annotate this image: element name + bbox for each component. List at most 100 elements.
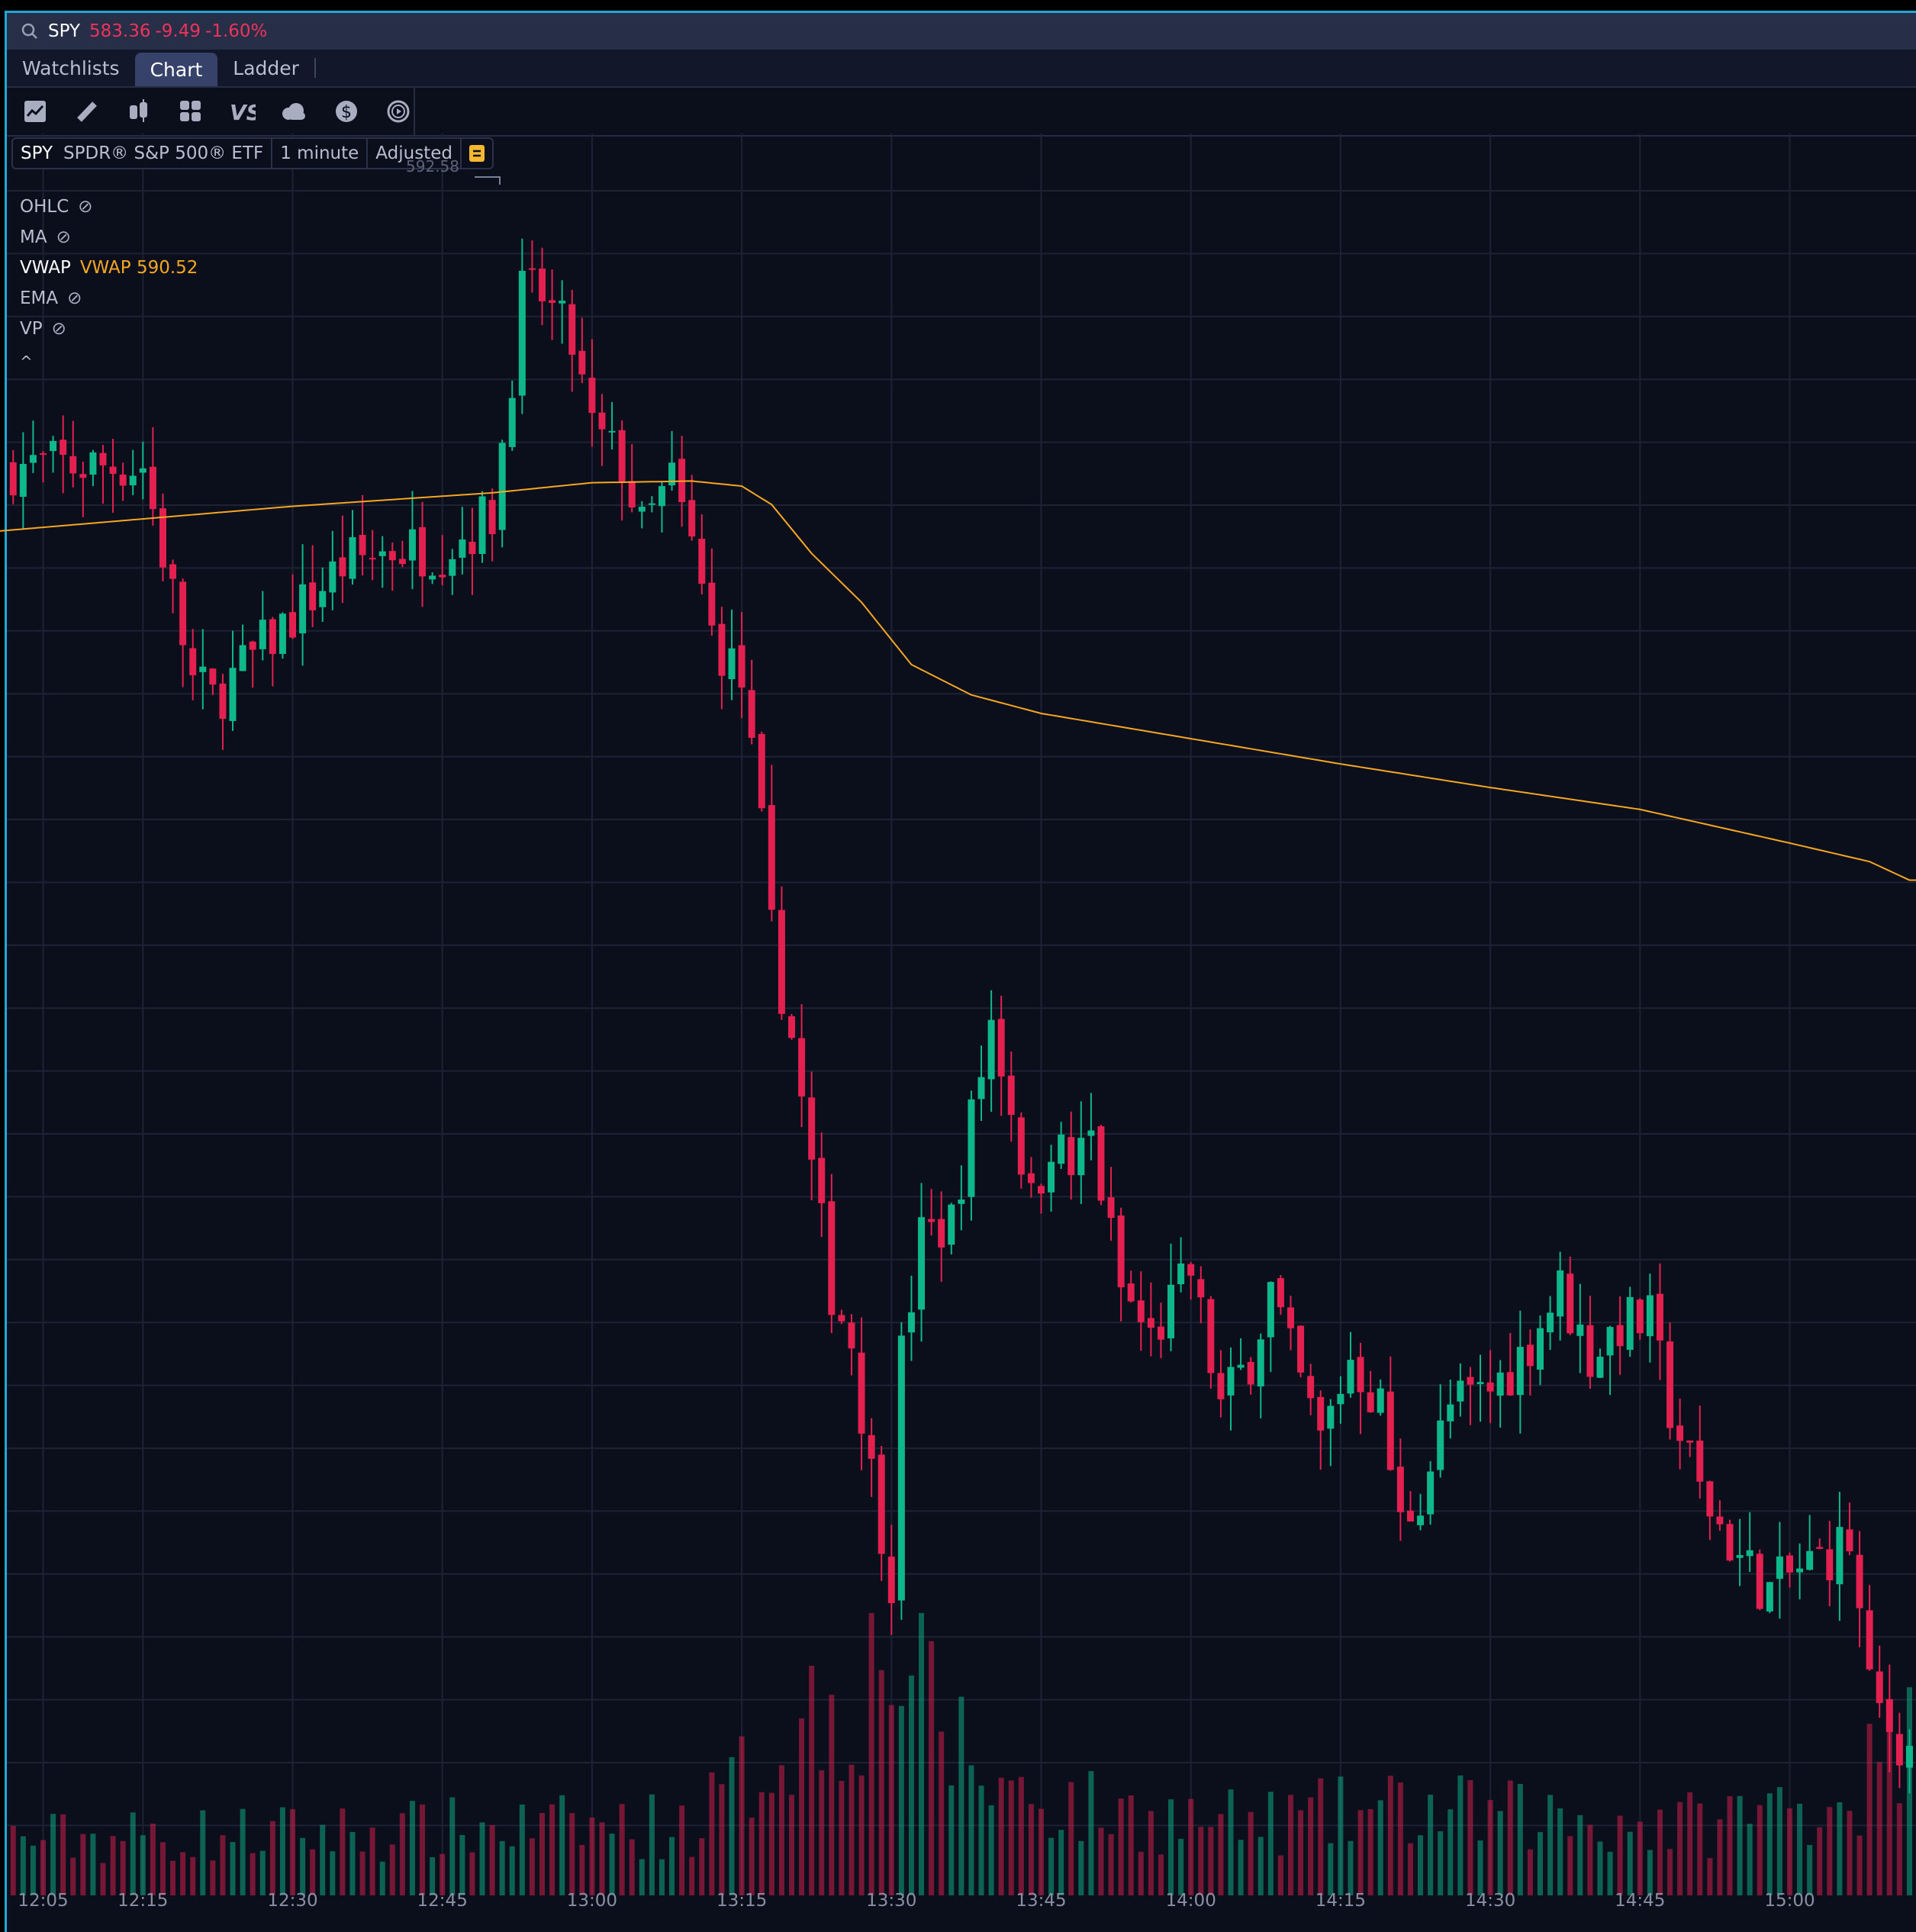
candle-body: [708, 582, 716, 626]
candles-icon[interactable]: [126, 98, 152, 124]
x-tick-label: 15:00: [1764, 1891, 1815, 1911]
indicator-vp[interactable]: VP ⊘: [20, 319, 66, 339]
indicator-ma[interactable]: MA ⊘: [20, 227, 71, 247]
candle-body: [1197, 1279, 1205, 1298]
tab-ladder[interactable]: Ladder: [233, 56, 299, 79]
indicator-ohlc[interactable]: OHLC ⊘: [20, 197, 93, 217]
candle-body: [698, 539, 706, 584]
info-adjustment[interactable]: Adjusted: [368, 139, 462, 168]
candle-body: [1237, 1364, 1245, 1368]
eye-slash-icon[interactable]: ⊘: [78, 197, 93, 217]
candle-body: [1557, 1270, 1564, 1317]
volume-bar: [919, 1613, 925, 1895]
volume-bar: [159, 1842, 166, 1895]
volume-bar: [1697, 1803, 1703, 1895]
volume-bar: [259, 1850, 266, 1895]
volume-bar: [170, 1860, 176, 1895]
volume-bar: [839, 1780, 845, 1895]
replay-icon[interactable]: [385, 98, 411, 124]
volume-bar: [1068, 1782, 1074, 1895]
volume-bar: [1597, 1841, 1603, 1895]
candle-body: [1746, 1550, 1753, 1557]
candle-body: [1187, 1264, 1195, 1276]
svg-text:VS: VS: [230, 100, 256, 123]
candle-body: [1117, 1215, 1125, 1288]
volume-bar: [878, 1670, 884, 1895]
volume-bar: [150, 1823, 156, 1895]
volume-bar: [340, 1808, 346, 1895]
chart-info-bar[interactable]: SPY SPDR® S&P 500® ETF 1 minute Adjusted: [11, 137, 494, 169]
candle-body: [868, 1435, 875, 1459]
candle-body: [79, 474, 87, 478]
candle-body: [1157, 1326, 1164, 1340]
candle-body: [897, 1335, 905, 1601]
volume-bar: [30, 1845, 36, 1895]
session-high-label: 592.58: [406, 157, 459, 175]
volume-bar: [290, 1809, 295, 1895]
candle-body: [1486, 1382, 1494, 1392]
volume-bar: [1048, 1837, 1055, 1895]
candle-body: [968, 1099, 975, 1197]
volume-bar: [1008, 1780, 1014, 1895]
candle-body: [1646, 1295, 1654, 1337]
candle-body: [449, 559, 456, 576]
x-tick-label: 12:45: [417, 1891, 468, 1911]
volume-bar: [190, 1856, 196, 1895]
tab-chart[interactable]: Chart: [134, 53, 218, 86]
collapse-indicators-chevron-icon[interactable]: ^: [20, 353, 33, 371]
candle-body: [828, 1201, 836, 1315]
candle-body: [608, 430, 616, 433]
tab-watchlists[interactable]: Watchlists: [22, 56, 120, 79]
candle-body: [788, 1016, 795, 1038]
volume-bar: [1856, 1835, 1863, 1895]
x-tick-label: 13:30: [866, 1891, 917, 1911]
symbol-header[interactable]: SPY 583.36 -9.49 -1.60%: [7, 13, 1916, 50]
candle-body: [50, 440, 57, 452]
candle-body: [1277, 1278, 1284, 1308]
volume-bar: [459, 1834, 465, 1895]
candle-body: [40, 453, 47, 456]
compare-vs-icon[interactable]: VS: [230, 98, 256, 124]
x-tick-label: 13:00: [566, 1891, 618, 1911]
candle-body: [29, 455, 37, 463]
volume-bar: [829, 1695, 835, 1895]
candle-body: [768, 805, 775, 910]
candle-body: [459, 539, 466, 558]
volume-bar: [1587, 1824, 1593, 1895]
eye-slash-icon[interactable]: ⊘: [56, 227, 71, 247]
eye-slash-icon[interactable]: ⊘: [51, 319, 66, 339]
candle-body: [1357, 1357, 1364, 1393]
chart-type-icon[interactable]: [22, 98, 48, 124]
indicator-vwap[interactable]: VWAP VWAP 590.52: [20, 258, 198, 278]
indicator-ema[interactable]: EMA ⊘: [20, 288, 82, 308]
cloud-icon[interactable]: [282, 98, 308, 124]
volume-bar: [729, 1757, 735, 1895]
dollar-icon[interactable]: $: [333, 98, 359, 124]
info-interval[interactable]: 1 minute: [272, 139, 369, 168]
volume-bar: [1377, 1800, 1383, 1895]
candle-body: [419, 526, 427, 577]
volume-bar: [330, 1851, 336, 1895]
candle-body: [99, 452, 107, 465]
note-icon[interactable]: [462, 139, 492, 168]
layout-grid-icon[interactable]: [178, 98, 204, 124]
volume-bar: [1267, 1792, 1274, 1895]
candle-body: [149, 466, 156, 510]
volume-bar: [819, 1770, 825, 1895]
candle-body: [1257, 1339, 1264, 1386]
volume-bar: [1567, 1836, 1573, 1895]
eye-slash-icon[interactable]: ⊘: [67, 288, 82, 308]
volume-bar: [449, 1797, 456, 1895]
candle-body: [539, 268, 546, 301]
volume-bar: [50, 1814, 56, 1895]
volume-bar: [1707, 1858, 1713, 1895]
drawing-pencil-icon[interactable]: [74, 98, 100, 124]
search-icon[interactable]: [21, 22, 39, 40]
volume-bar: [1428, 1795, 1434, 1895]
candle-body: [9, 462, 17, 496]
candle-body: [1417, 1515, 1425, 1525]
volume-bar: [1018, 1776, 1024, 1895]
volume-bar: [1208, 1827, 1214, 1895]
volume-bar: [669, 1837, 675, 1895]
